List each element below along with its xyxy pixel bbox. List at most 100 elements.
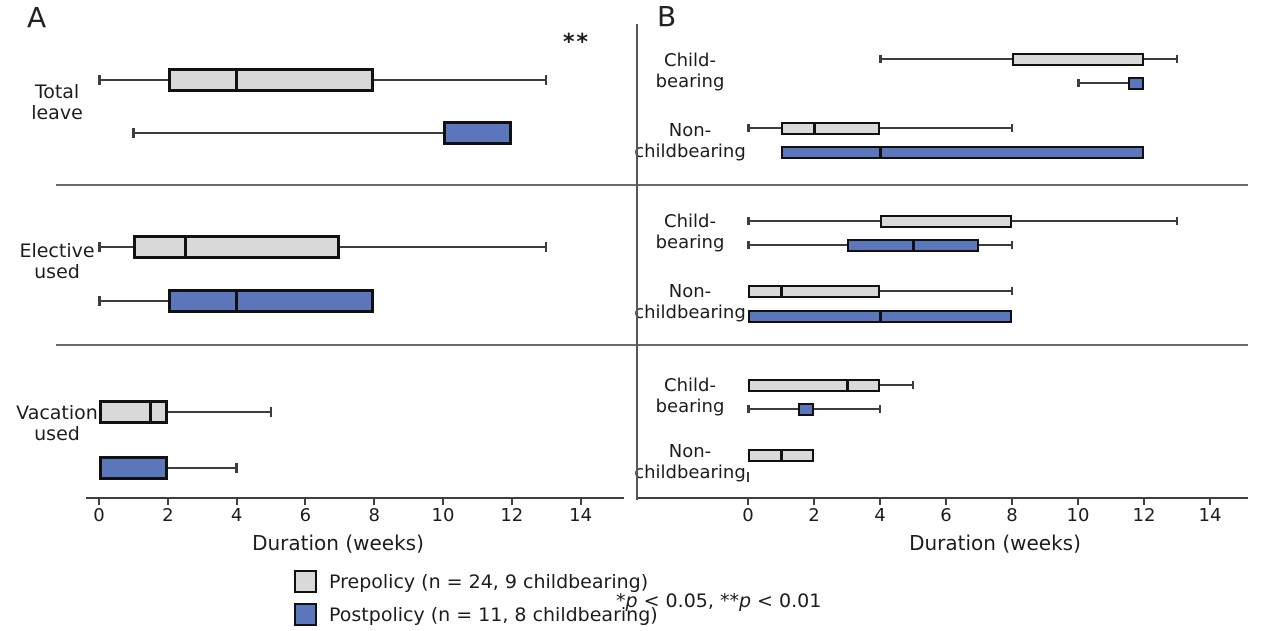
whisker-line xyxy=(133,132,512,134)
median-line xyxy=(149,400,153,424)
row-group-label: Non-childbearing xyxy=(634,441,746,483)
whisker-line xyxy=(748,127,1012,129)
footnote-text: ** xyxy=(719,590,739,612)
whisker-cap xyxy=(544,242,548,252)
axis-tick xyxy=(1077,499,1079,505)
box-postpolicy xyxy=(1127,76,1144,90)
whisker-cap xyxy=(1077,79,1080,87)
axis-tick xyxy=(166,499,169,505)
tick-label: 12 xyxy=(1132,505,1156,526)
axis-tick xyxy=(1143,499,1145,505)
whisker-cap xyxy=(911,381,914,389)
postpolicy-swatch-icon xyxy=(294,603,317,626)
tick-label: 2 xyxy=(808,505,820,526)
tick-label: 10 xyxy=(1066,505,1090,526)
tick-label: 2 xyxy=(162,505,174,526)
whisker-cap xyxy=(269,407,272,417)
box-prepolicy xyxy=(99,400,168,424)
tick-label: 14 xyxy=(569,505,593,526)
x-axis-line xyxy=(637,497,1248,499)
whisker-line xyxy=(748,290,1012,292)
median-line xyxy=(878,309,882,323)
axis-tick xyxy=(304,499,307,505)
row-group-label: Vacation used xyxy=(16,402,98,445)
median-line xyxy=(235,68,239,92)
panel-b-label: B xyxy=(657,0,677,33)
row-group-label: Elective used xyxy=(19,240,95,283)
tick-label: 12 xyxy=(500,505,524,526)
axis-tick xyxy=(98,499,100,505)
footnote-text: * xyxy=(616,590,626,612)
box-prepolicy xyxy=(167,68,375,92)
tick-label: 10 xyxy=(431,505,455,526)
whisker-cap xyxy=(747,241,750,249)
prepolicy-swatch-icon xyxy=(294,570,317,593)
median-line xyxy=(183,235,187,259)
row-group-label: Child-bearing xyxy=(655,375,725,417)
whisker-cap xyxy=(878,405,881,413)
median-line xyxy=(235,289,239,313)
tick-label: 6 xyxy=(299,505,312,526)
axis-tick xyxy=(1011,499,1013,505)
box-postpolicy xyxy=(443,121,512,145)
whisker-cap xyxy=(747,217,750,225)
legend-item-postpolicy: Postpolicy (n = 11, 8 childbearing) xyxy=(294,603,658,626)
legend-label-postpolicy: Postpolicy (n = 11, 8 childbearing) xyxy=(329,603,658,626)
footnote-text: < 0.05, xyxy=(637,590,720,612)
significance-annotation: ** xyxy=(563,30,591,55)
box-prepolicy xyxy=(1012,52,1144,66)
axis-tick xyxy=(510,499,513,505)
x-axis-line xyxy=(86,497,624,499)
box-prepolicy xyxy=(133,235,340,259)
zero-whisker-tick xyxy=(747,472,749,482)
box-prepolicy xyxy=(880,214,1012,228)
whisker-cap xyxy=(1010,287,1013,295)
panel-divider xyxy=(636,24,638,500)
whisker-cap xyxy=(747,124,750,132)
median-line xyxy=(911,238,915,252)
tick-label: 14 xyxy=(1198,505,1222,526)
box-prepolicy xyxy=(748,378,880,392)
median-line xyxy=(779,284,783,298)
tick-label: 0 xyxy=(93,505,105,526)
section-divider xyxy=(56,344,1248,346)
box-prepolicy xyxy=(748,284,880,298)
whisker-cap xyxy=(98,75,101,85)
box-postpolicy xyxy=(797,402,814,416)
whisker-cap xyxy=(98,242,101,252)
whisker-cap xyxy=(132,128,135,138)
x-axis-label-panel-b: Duration (weeks) xyxy=(909,531,1081,555)
axis-tick xyxy=(235,499,238,505)
significance-footnote: *p < 0.05, **p < 0.01 xyxy=(616,590,821,612)
whisker-cap xyxy=(1175,217,1178,225)
tick-label: 8 xyxy=(1006,505,1018,526)
footnote-text: p xyxy=(625,590,638,612)
x-axis-label-panel-a: Duration (weeks) xyxy=(252,531,424,555)
box-prepolicy xyxy=(781,121,880,135)
axis-tick xyxy=(579,499,582,505)
whisker-cap xyxy=(544,75,548,85)
axis-tick xyxy=(1209,499,1211,505)
tick-label: 6 xyxy=(940,505,952,526)
median-line xyxy=(779,448,783,462)
axis-tick xyxy=(747,499,749,505)
median-line xyxy=(812,121,816,135)
legend-label-prepolicy: Prepolicy (n = 24, 9 childbearing) xyxy=(329,570,649,593)
whisker-line xyxy=(1078,82,1144,84)
median-line xyxy=(878,145,882,159)
panel-a-label: A xyxy=(27,1,47,34)
tick-label: 4 xyxy=(874,505,886,526)
whisker-line xyxy=(748,408,880,410)
axis-tick xyxy=(373,499,376,505)
tick-label: 0 xyxy=(742,505,754,526)
whisker-cap xyxy=(98,296,101,306)
tick-label: 8 xyxy=(368,505,380,526)
legend: Prepolicy (n = 24, 9 childbearing) Postp… xyxy=(294,570,658,626)
whisker-cap xyxy=(235,463,238,473)
whisker-line xyxy=(99,467,237,469)
row-group-label: Non-childbearing xyxy=(634,120,746,162)
section-divider xyxy=(56,184,1248,186)
whisker-line xyxy=(99,411,271,413)
